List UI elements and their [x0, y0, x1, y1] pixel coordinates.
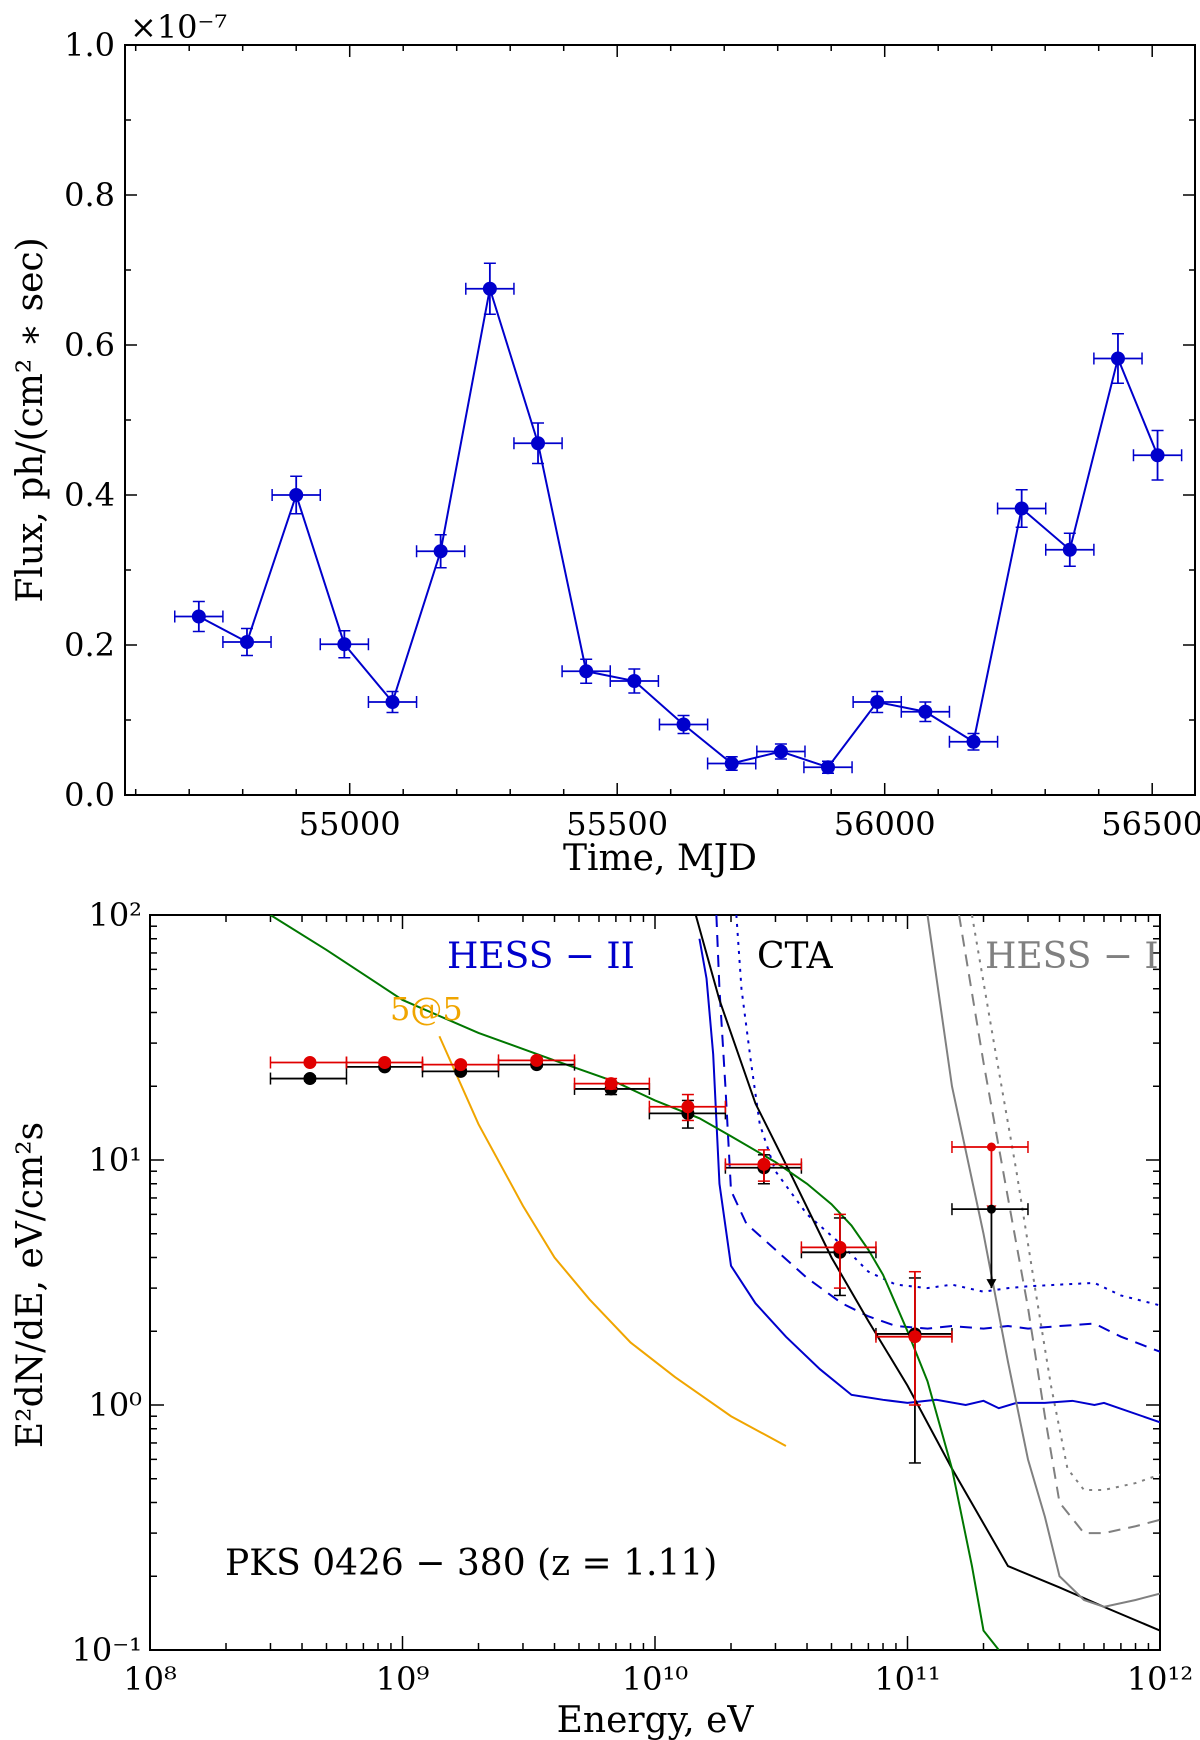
sed-plot: 10⁸ 10⁹ 10¹⁰ 10¹¹ 10¹² 10⁻¹ 10⁰ 10¹ 10² HESS − I…	[10, 896, 1193, 1740]
flux-point	[966, 734, 981, 749]
flux-line	[198, 288, 1159, 769]
flux-y-tick-label: 0.0	[64, 776, 115, 814]
flux-x-tick-label: 55000	[299, 805, 401, 843]
sed-x-tick-label: 10⁹	[376, 1660, 430, 1698]
flux-plot-frame	[124, 44, 1196, 796]
flux-point	[385, 695, 400, 709]
sed-point	[378, 1056, 392, 1070]
sed-y-tick-label: 10⁰	[88, 1386, 142, 1424]
flux-point	[1062, 542, 1077, 557]
sed-point	[530, 1053, 544, 1067]
sed-y-axis-label: E²dN/dE, eV/cm²s	[10, 1122, 51, 1448]
flux-light-curve: ×10⁻⁷ 55000 55500 56000 56500 0.0 0.2 0.4 0.6 0.…	[10, 8, 1200, 879]
sed-ticks: 10⁸ 10⁹ 10¹⁰ 10¹¹ 10¹² 10⁻¹ 10⁰ 10¹ 10²	[72, 896, 1194, 1698]
sed-x-tick-label: 10¹¹	[874, 1660, 940, 1698]
sed-ul-arrow-head	[986, 1279, 997, 1289]
sed-curve	[735, 915, 1160, 1307]
sed-plot-frame	[149, 914, 1161, 1651]
sed-ul-point	[986, 1142, 996, 1152]
flux-point	[773, 744, 788, 759]
sed-points	[269, 1053, 1029, 1464]
flux-point	[289, 488, 304, 502]
sed-curve	[698, 938, 1160, 1424]
sed-x-tick-label: 10¹²	[1127, 1660, 1193, 1698]
sed-curve	[694, 915, 1160, 1632]
label-5at5: 5@5	[390, 990, 463, 1028]
sed-point	[908, 1330, 922, 1344]
flux-point	[337, 637, 352, 652]
flux-y-tick-label: 0.8	[64, 176, 115, 214]
flux-point	[1110, 351, 1125, 366]
flux-x-axis-label: Time, MJD	[563, 838, 757, 879]
sed-y-tick-label: 10¹	[88, 1141, 142, 1179]
flux-y-tick-label: 0.2	[64, 626, 115, 664]
sed-curve	[970, 915, 1160, 1491]
flux-point	[239, 635, 254, 649]
sed-curves	[269, 915, 1160, 1650]
sed-point	[604, 1077, 618, 1091]
sed-curve	[958, 915, 1160, 1535]
sed-point	[303, 1056, 317, 1070]
sed-curve	[438, 1035, 787, 1447]
sed-y-tick-label: 10⁻¹	[72, 1631, 142, 1669]
flux-point	[433, 544, 448, 559]
flux-point	[191, 609, 206, 624]
flux-x-tick-label: 56000	[834, 805, 936, 843]
flux-y-tick-label: 0.4	[64, 476, 115, 514]
sed-curve	[715, 915, 1160, 1353]
flux-point	[724, 756, 739, 771]
flux-series	[174, 262, 1183, 775]
sed-point	[833, 1240, 847, 1254]
sed-curve	[269, 915, 1000, 1650]
sed-x-axis-label: Energy, eV	[557, 1700, 755, 1740]
sed-point	[757, 1157, 771, 1171]
flux-y-tick-label: 0.6	[64, 326, 115, 364]
sed-ul-point	[986, 1204, 996, 1214]
flux-point	[579, 664, 594, 679]
flux-point	[676, 717, 691, 732]
sed-point	[681, 1100, 695, 1114]
sed-x-tick-label: 10⁸	[123, 1660, 177, 1698]
flux-ticks: 55000 55500 56000 56500 0.0 0.2 0.4 0.6 0.8 1.0	[64, 26, 1200, 843]
sed-point	[454, 1058, 468, 1072]
sed-y-tick-label: 10²	[88, 896, 142, 934]
flux-y-multiplier: ×10⁻⁷	[130, 8, 227, 46]
flux-y-axis-label: Flux, ph/(cm² ∗ sec)	[10, 237, 51, 602]
sed-curve	[926, 915, 1160, 1608]
label-cta: CTA	[757, 936, 834, 977]
flux-point	[820, 760, 835, 775]
source-annotation: PKS 0426 − 380 (z = 1.11)	[225, 1543, 717, 1584]
flux-point	[531, 436, 546, 451]
sed-x-tick-label: 10¹⁰	[622, 1660, 688, 1698]
flux-point	[1014, 501, 1029, 516]
flux-point	[870, 695, 885, 709]
sed-point	[303, 1072, 317, 1086]
flux-x-tick-label: 55500	[566, 805, 668, 843]
flux-point	[482, 281, 497, 296]
flux-point	[918, 704, 933, 719]
flux-y-tick-label: 1.0	[64, 26, 115, 64]
flux-point	[1150, 448, 1165, 463]
label-hess-ii: HESS − II	[447, 936, 635, 977]
flux-point	[627, 674, 642, 688]
label-hess-i: HESS − I	[985, 936, 1159, 977]
flux-x-tick-label: 56500	[1101, 805, 1200, 843]
